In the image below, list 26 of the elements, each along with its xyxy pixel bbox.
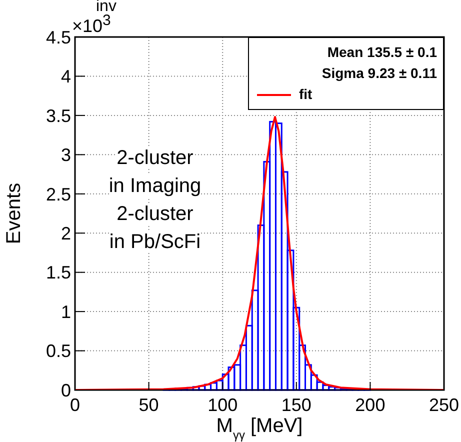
x-tick-label: 200 <box>355 394 386 415</box>
annotation: 2-cluster <box>116 147 194 169</box>
text: ×10$^{3}$ <box>72 12 111 36</box>
line-series <box>75 116 444 390</box>
y-tick-label: 4.5 <box>46 27 71 48</box>
x-axis-title: M$_{γγ}$ [MeV] <box>216 415 303 442</box>
annotation: Mean 135.5 ± 0.1 <box>327 44 437 60</box>
annotation: Sigma 9.23 ± 0.11 <box>322 65 437 81</box>
annotation: in Pb/ScFi <box>109 231 201 253</box>
x-tick-label: 100 <box>208 394 238 415</box>
y-tick-label: 1.5 <box>46 262 71 283</box>
annotation: 2-cluster <box>116 203 194 225</box>
annotation: in Imaging <box>108 175 202 197</box>
y-axis-title: Events <box>3 182 25 244</box>
x-tick-label: 150 <box>281 394 312 415</box>
x-tick-label: 50 <box>138 394 159 415</box>
y-tick-label: 3 <box>60 145 71 166</box>
y-tick-label: 0.5 <box>46 341 71 362</box>
y-tick-label: 2 <box>60 224 71 244</box>
y-tick-label: 4 <box>60 66 71 87</box>
y-tick-label: 2.5 <box>46 184 71 204</box>
y-tick-label: 1 <box>60 302 71 322</box>
legend-label: fit <box>299 85 312 104</box>
y-tick-label: 3.5 <box>46 106 71 126</box>
y-tick-label: 0 <box>60 380 71 400</box>
x-tick-label: 250 <box>428 394 460 415</box>
